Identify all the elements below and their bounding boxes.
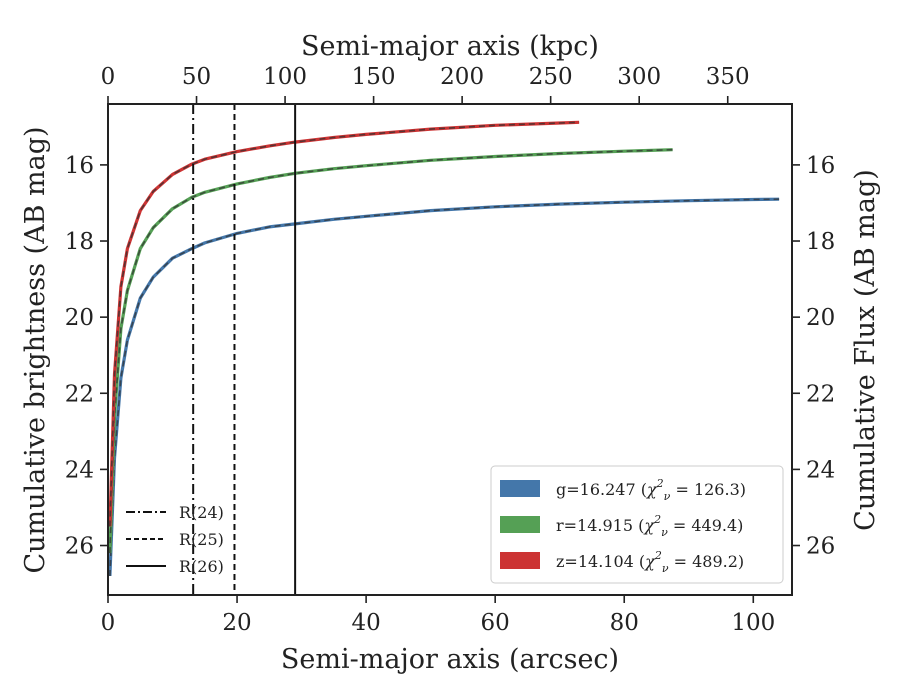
x-top-tick-label: 300 [617, 64, 661, 90]
legend-label-g: g=16.247 (χ2ν = 126.3) [556, 477, 746, 503]
y-tick-label: 18 [65, 229, 94, 255]
x-axis-title: Semi-major axis (arcsec) [281, 644, 619, 675]
legend-layer: g=16.247 (χ2ν = 126.3) r=14.915 (χ2ν = 44… [126, 465, 784, 584]
legend-box [490, 465, 784, 584]
x-top-axis-title: Semi-major axis (kpc) [301, 31, 599, 62]
x-top-tick-label: 150 [352, 64, 396, 90]
curve-fit-z [109, 121, 580, 527]
plot-frame [107, 103, 793, 596]
y-tick-label: 16 [65, 153, 94, 179]
x-top-tick-label: 100 [263, 64, 307, 90]
vline-legend-label: R(26) [179, 557, 224, 576]
y-right-tick-label: 22 [806, 381, 835, 407]
legend-label-z: z=14.104 (χ2ν = 489.2) [556, 549, 744, 575]
x-tick-label: 100 [731, 610, 775, 636]
x-top-tick-label: 250 [529, 64, 573, 90]
plot-lines-layer [108, 104, 780, 595]
vline-legend-label: R(24) [179, 503, 224, 522]
x-top-tick-label: 50 [182, 64, 211, 90]
legend-swatch-z [500, 552, 540, 569]
legend-swatch-r [500, 516, 540, 533]
y-tick-label: 24 [65, 457, 94, 483]
y-right-tick-label: 26 [806, 534, 835, 560]
x-top-tick-label: 200 [440, 64, 484, 90]
x-tick-label: 0 [101, 610, 116, 636]
x-top-tick-label: 0 [101, 64, 116, 90]
y-right-tick-label: 24 [806, 457, 835, 483]
y-right-tick-label: 18 [806, 229, 835, 255]
y-tick-label: 22 [65, 381, 94, 407]
x-tick-label: 80 [610, 610, 639, 636]
y-tick-label: 20 [65, 305, 94, 331]
curve-fit-r [109, 148, 673, 554]
x-top-tick-label: 350 [706, 64, 750, 90]
x-tick-label: 20 [222, 610, 251, 636]
y-axis-title: Cumulative brightness (AB mag) [20, 126, 51, 573]
legend-label-r: r=14.915 (χ2ν = 449.4) [556, 513, 743, 539]
y-right-tick-label: 16 [806, 153, 835, 179]
x-tick-label: 60 [481, 610, 510, 636]
curve-fit-g [109, 198, 780, 577]
vline-legend-label: R(25) [179, 530, 224, 549]
x-tick-label: 40 [351, 610, 380, 636]
y-right-axis-title: Cumulative Flux (AB mag) [850, 169, 881, 531]
legend-swatch-g [500, 480, 540, 497]
y-tick-label: 26 [65, 534, 94, 560]
y-right-tick-label: 20 [806, 305, 835, 331]
axes-layer: 0 20 40 60 80 100 0 50 100 150 200 250 300 350 16 18 20 2… [65, 64, 836, 636]
